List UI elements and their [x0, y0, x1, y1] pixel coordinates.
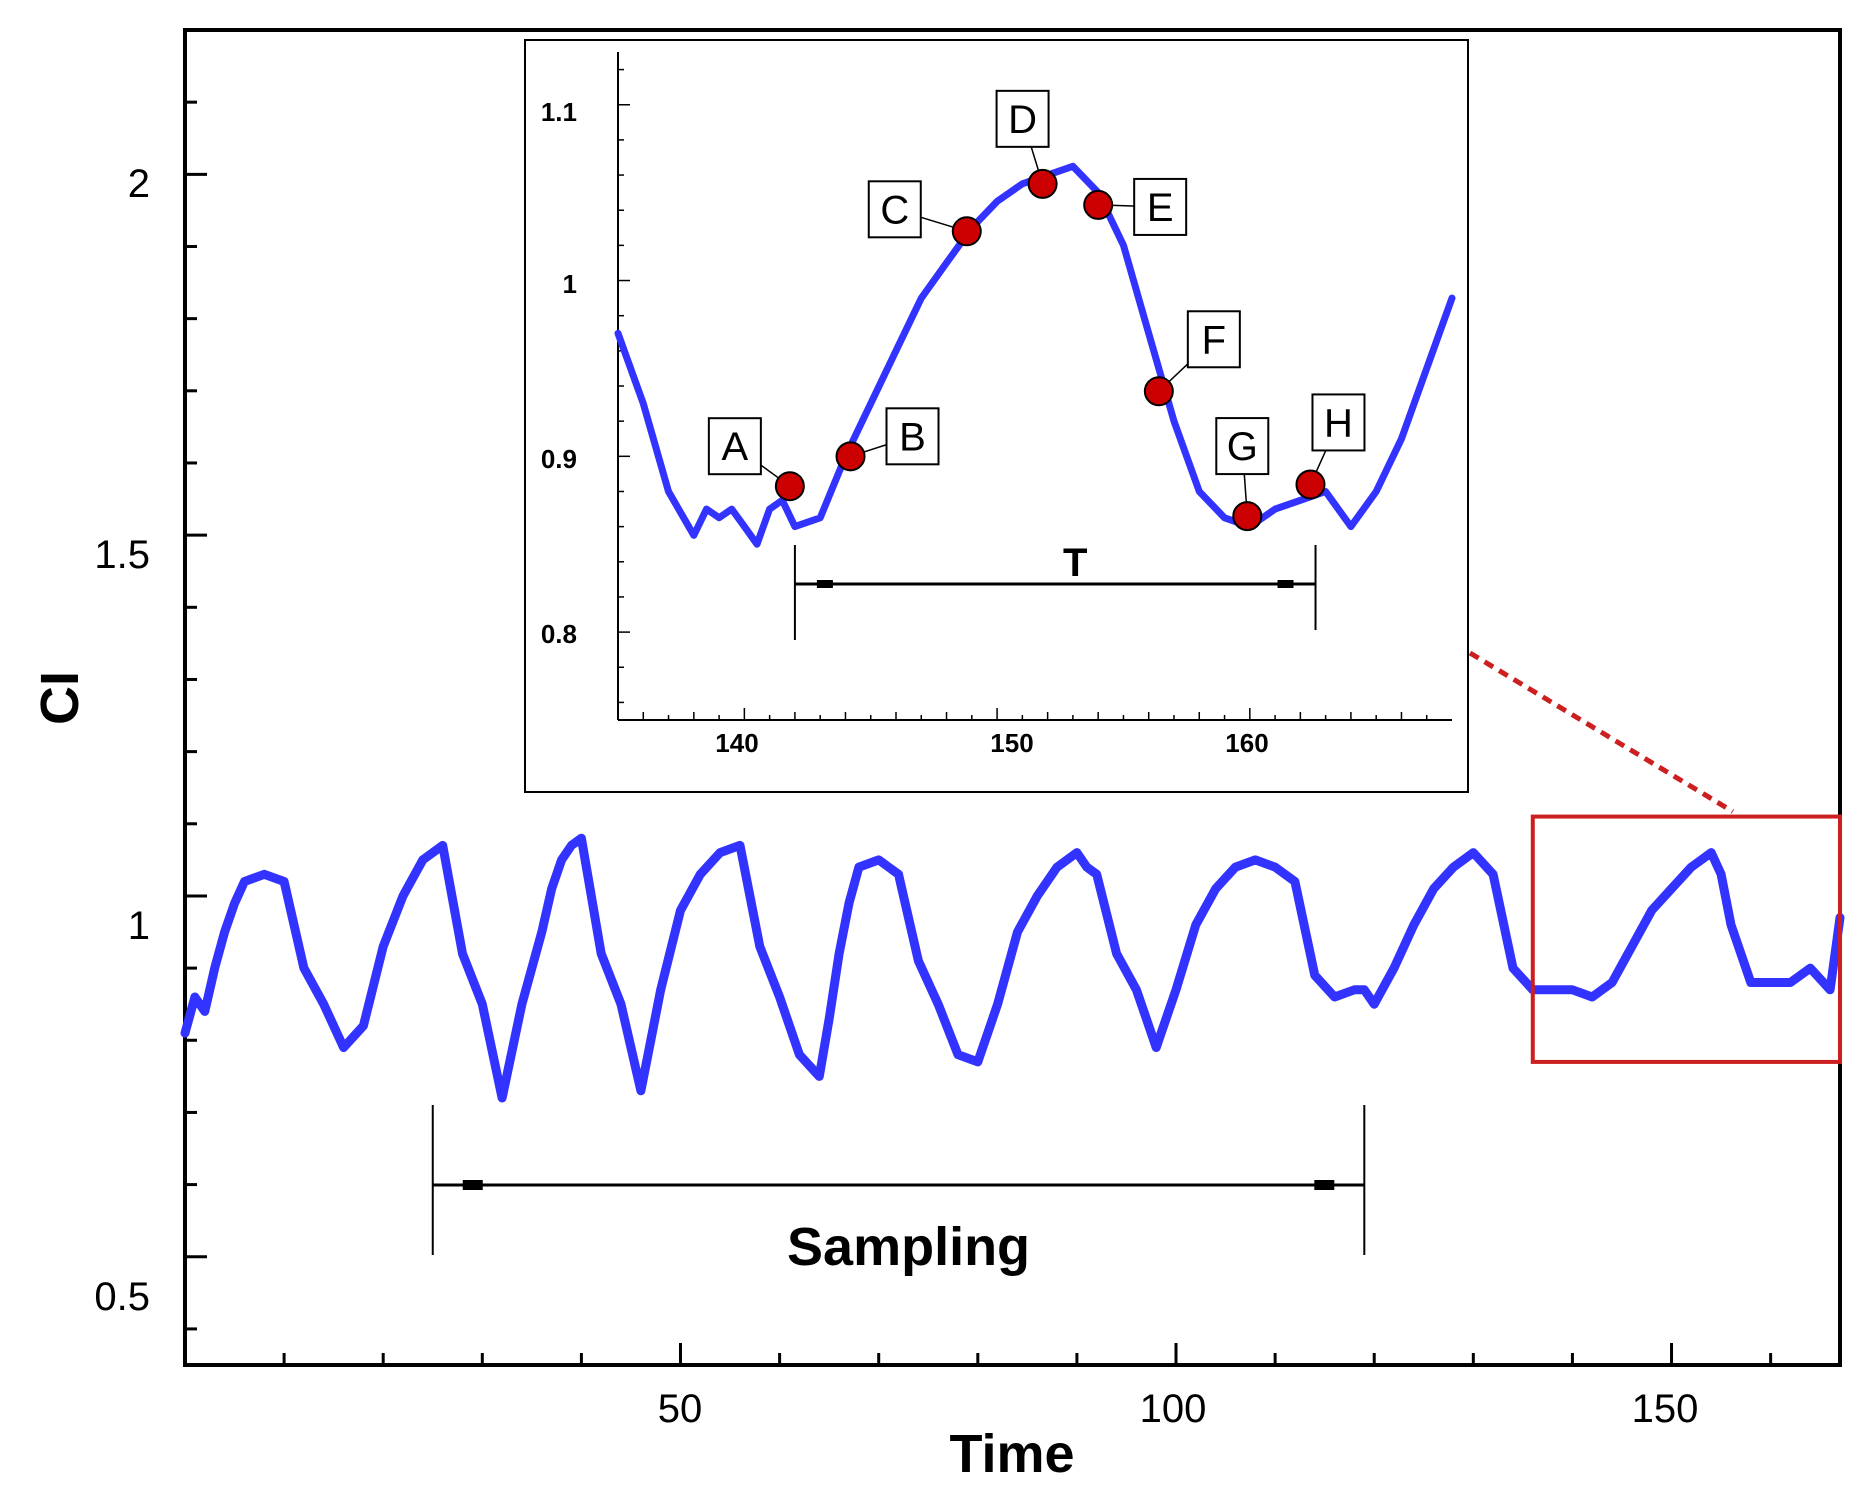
- point-label-box: [995, 89, 1050, 148]
- period-annotation: T: [793, 541, 1317, 640]
- y-tick-label: 2: [128, 162, 150, 206]
- point-marker-h: [1295, 469, 1326, 500]
- point-label-e: E: [1147, 186, 1174, 230]
- x-axis-title: Time: [949, 1424, 1074, 1484]
- point-marker-g: [1232, 501, 1263, 532]
- y-axis-title: CI: [30, 671, 90, 725]
- point-marker-e: [1083, 189, 1114, 220]
- point-marker-b: [835, 441, 866, 472]
- point-label-g: G: [1227, 425, 1258, 469]
- point-label-box: [707, 417, 762, 476]
- period-label: T: [1063, 541, 1087, 585]
- main-axis-ticks: [185, 100, 1773, 1365]
- inset-plot: 140 150 160 0.8 0.9 1 1.1 T A B C D E F G H: [524, 39, 1469, 793]
- point-label-box: [1133, 177, 1188, 236]
- point-label-b: B: [899, 415, 926, 459]
- point-marker-c: [951, 216, 982, 247]
- inset-x-tick-label: 150: [990, 728, 1033, 758]
- x-tick-label: 150: [1632, 1387, 1699, 1431]
- x-tick-label: 50: [658, 1387, 703, 1431]
- inset-marked-points: A B C D E F G H: [707, 89, 1366, 532]
- point-label-box: [1215, 417, 1270, 476]
- inset-y-tick-label: 1: [563, 269, 577, 299]
- zoom-region-box: [1530, 814, 1842, 1064]
- inset-y-tick-label: 0.9: [541, 444, 577, 474]
- inset-series-line: [614, 162, 1456, 548]
- point-label-d: D: [1008, 98, 1037, 142]
- inset-x-tick-label: 140: [715, 728, 758, 758]
- inset-y-tick-label: 1.1: [541, 97, 577, 127]
- x-tick-label: 100: [1140, 1387, 1207, 1431]
- sampling-annotation: Sampling: [431, 1105, 1366, 1277]
- period-span-cap: [1277, 580, 1294, 588]
- sampling-span-cap: [462, 1180, 483, 1190]
- sampling-span-cap: [1314, 1180, 1335, 1190]
- inset-x-tick-label: 160: [1225, 728, 1268, 758]
- point-marker-f: [1143, 376, 1174, 407]
- main-plot: 50 100 150 0.5 1 1.5 2 Time CI Sampling: [30, 28, 1845, 1484]
- sampling-label: Sampling: [787, 1217, 1030, 1277]
- inset-y-tick-label: 0.8: [541, 619, 577, 649]
- point-label-box: [867, 180, 922, 239]
- point-label-box: [1186, 310, 1241, 369]
- point-marker-d: [1027, 168, 1058, 199]
- point-label-a: A: [722, 425, 749, 469]
- y-tick-label: 1: [128, 904, 150, 948]
- point-label-h: H: [1324, 401, 1353, 445]
- ci-series-line: [180, 833, 1845, 1103]
- period-span-cap: [816, 580, 833, 588]
- y-tick-label: 0.5: [94, 1275, 150, 1319]
- zoom-connector-line: [1468, 650, 1735, 814]
- inset-frame: [524, 39, 1469, 793]
- point-marker-a: [774, 471, 805, 502]
- main-plot-frame: [183, 28, 1842, 1367]
- inset-axis-ticks: [618, 68, 1428, 720]
- point-label-f: F: [1202, 318, 1226, 362]
- y-tick-label: 1.5: [94, 533, 150, 577]
- point-label-box: [885, 407, 940, 466]
- point-label-c: C: [880, 188, 909, 232]
- point-label-box: [1311, 393, 1366, 452]
